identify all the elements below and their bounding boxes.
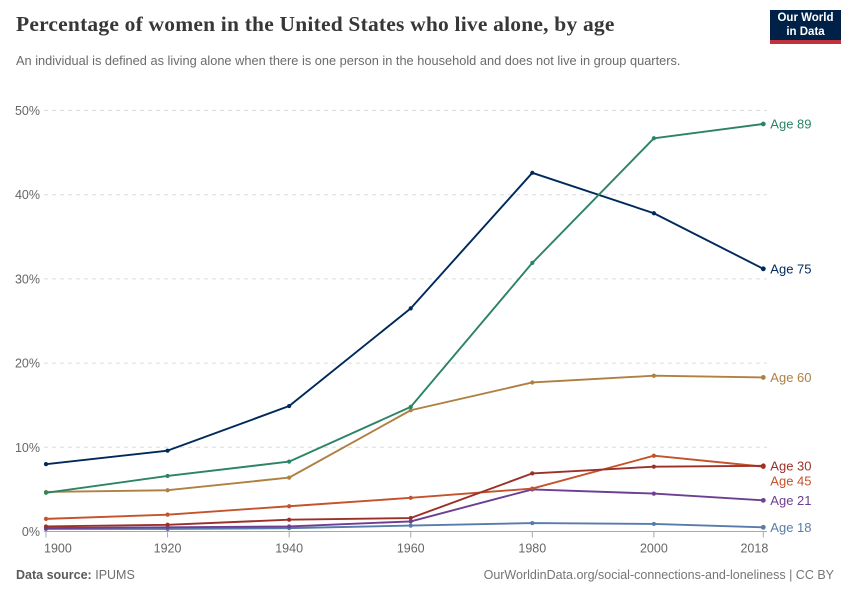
series-label-age-75[interactable]: Age 75 bbox=[770, 261, 811, 276]
series-line-age-60[interactable] bbox=[45, 374, 765, 493]
x-axis-label-1960: 1960 bbox=[397, 542, 425, 556]
data-point-age-21-2000[interactable] bbox=[651, 491, 656, 496]
data-point-age-45-2000[interactable] bbox=[651, 453, 656, 458]
data-point-age-60-1960[interactable] bbox=[408, 408, 413, 413]
data-point-age-75-1920[interactable] bbox=[165, 448, 170, 453]
series-label-age-60[interactable]: Age 60 bbox=[770, 370, 811, 385]
data-point-age-30-1940[interactable] bbox=[287, 517, 292, 522]
data-point-age-89-1980[interactable] bbox=[530, 260, 535, 266]
data-point-age-45-1940[interactable] bbox=[287, 504, 292, 509]
footer-citation-link[interactable]: OurWorldinData.org/social-connections-an… bbox=[483, 568, 834, 582]
data-point-age-60-1940[interactable] bbox=[287, 475, 292, 480]
series-label-age-18[interactable]: Age 18 bbox=[770, 520, 811, 535]
data-point-age-30-1900[interactable] bbox=[43, 524, 49, 529]
series-line-age-45[interactable] bbox=[45, 454, 765, 520]
data-point-age-18-2000[interactable] bbox=[651, 521, 656, 527]
data-point-age-75-1900[interactable] bbox=[43, 462, 49, 467]
chart-subtitle: An individual is defined as living alone… bbox=[16, 53, 681, 68]
data-source-value[interactable]: IPUMS bbox=[95, 568, 135, 582]
data-point-age-30-2000[interactable] bbox=[651, 464, 656, 469]
data-point-age-89-2000[interactable] bbox=[651, 136, 656, 141]
series-line-age-75[interactable] bbox=[45, 171, 765, 466]
x-axis-label-1940: 1940 bbox=[275, 542, 303, 556]
line-chart: 0% 10% 20% 30% 40% 50% 1900 1920 1940 1960 1980 200… bbox=[15, 104, 812, 556]
y-axis-label-10: 10% bbox=[15, 441, 40, 455]
series-line-age-21[interactable] bbox=[45, 488, 765, 530]
data-point-age-21-1940[interactable] bbox=[287, 524, 292, 529]
data-point-age-18-2018[interactable] bbox=[760, 524, 766, 530]
y-axis-label-20: 20% bbox=[15, 357, 40, 371]
series-label-age-21[interactable]: Age 21 bbox=[770, 493, 811, 508]
data-point-age-45-1920[interactable] bbox=[165, 512, 170, 517]
series-label-age-45[interactable]: Age 45 bbox=[770, 473, 811, 488]
data-point-age-30-2018[interactable] bbox=[760, 463, 766, 469]
data-point-age-89-1900[interactable] bbox=[43, 490, 49, 495]
series-line-age-30[interactable] bbox=[45, 464, 765, 528]
series-label-age-89[interactable]: Age 89 bbox=[770, 116, 811, 131]
series-age-89 bbox=[43, 121, 766, 495]
data-point-age-89-2018[interactable] bbox=[760, 121, 766, 127]
series-label-age-30[interactable]: Age 30 bbox=[770, 458, 811, 473]
x-axis-label-1900: 1900 bbox=[44, 542, 72, 556]
data-point-age-75-1940[interactable] bbox=[287, 403, 292, 409]
series-age-60 bbox=[43, 373, 766, 495]
data-point-age-30-1920[interactable] bbox=[165, 522, 170, 527]
data-point-age-75-1980[interactable] bbox=[530, 170, 535, 175]
owid-logo-line1: Our World bbox=[777, 11, 834, 24]
series-age-30 bbox=[43, 463, 766, 529]
data-point-age-30-1960[interactable] bbox=[408, 515, 413, 521]
data-point-age-89-1940[interactable] bbox=[287, 459, 292, 464]
owid-logo[interactable]: Our World in Data bbox=[770, 10, 841, 44]
data-point-age-75-1960[interactable] bbox=[408, 306, 413, 311]
data-point-age-45-1900[interactable] bbox=[43, 516, 49, 521]
data-point-age-89-1960[interactable] bbox=[408, 404, 413, 409]
y-axis-label-0: 0% bbox=[22, 525, 40, 539]
data-point-age-21-1960[interactable] bbox=[408, 519, 413, 524]
data-point-age-75-2000[interactable] bbox=[651, 211, 656, 216]
data-point-age-75-2018[interactable] bbox=[760, 266, 766, 272]
series-age-75 bbox=[43, 170, 766, 467]
data-point-age-60-2018[interactable] bbox=[760, 375, 766, 380]
owid-logo-line2: in Data bbox=[786, 26, 825, 38]
x-axis-label-1920: 1920 bbox=[154, 542, 182, 556]
y-axis-label-30: 30% bbox=[15, 272, 40, 286]
data-point-age-60-1980[interactable] bbox=[530, 380, 535, 385]
chart-footer: Data source: IPUMS OurWorldinData.org/so… bbox=[16, 568, 834, 582]
data-source-label: Data source: bbox=[16, 568, 92, 582]
data-point-age-30-1980[interactable] bbox=[530, 471, 535, 476]
page-title: Percentage of women in the United States… bbox=[16, 12, 615, 36]
data-point-age-18-1980[interactable] bbox=[530, 520, 535, 526]
data-point-age-18-1960[interactable] bbox=[408, 523, 413, 528]
x-axis-label-2000: 2000 bbox=[640, 542, 668, 556]
series-age-45 bbox=[43, 453, 766, 521]
x-axis-label-1980: 1980 bbox=[518, 542, 546, 556]
x-axis-label-2018: 2018 bbox=[740, 542, 768, 556]
y-axis-label-40: 40% bbox=[15, 188, 40, 202]
data-point-age-89-1920[interactable] bbox=[165, 473, 170, 479]
y-axis-label-50: 50% bbox=[15, 104, 40, 118]
data-point-age-45-1960[interactable] bbox=[408, 495, 413, 500]
series-line-age-89[interactable] bbox=[45, 123, 765, 494]
data-point-age-21-2018[interactable] bbox=[760, 497, 766, 503]
data-point-age-45-1980[interactable] bbox=[530, 486, 535, 491]
data-point-age-60-1920[interactable] bbox=[165, 488, 170, 493]
data-point-age-60-2000[interactable] bbox=[651, 373, 656, 378]
data-source: Data source: IPUMS bbox=[16, 568, 135, 582]
